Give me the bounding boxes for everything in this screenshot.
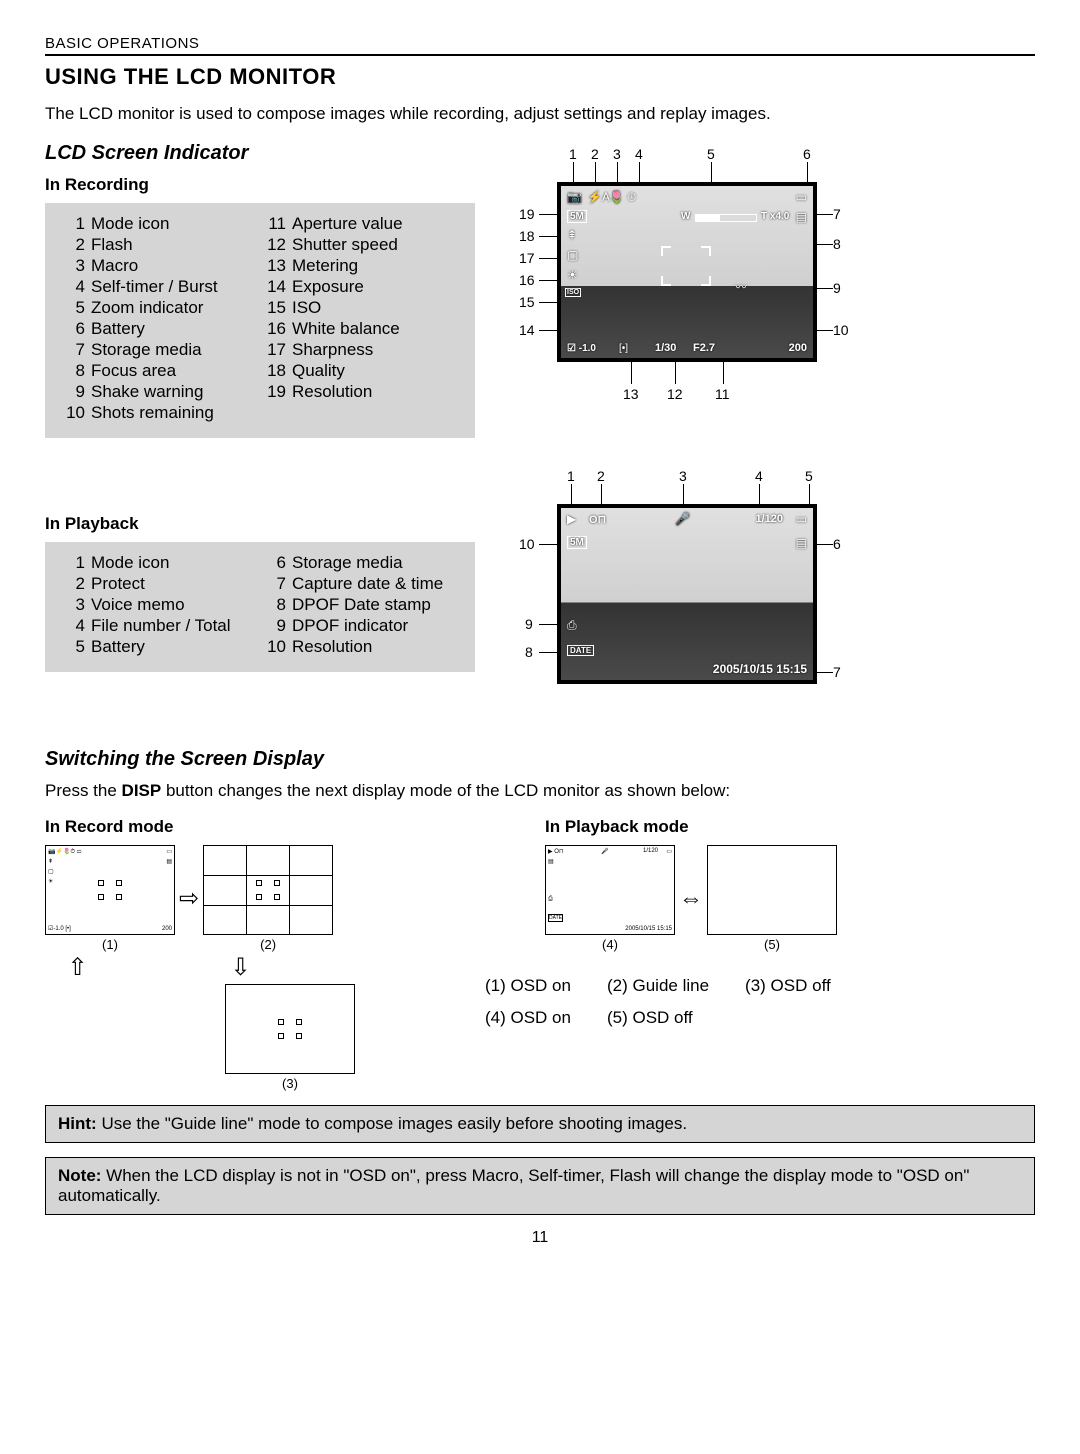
playback-lcd-screen: ▶ O⊓ 🎤 1/120 ▭ 5M ▤ ⎙ DATE 2005/10/15 15…	[557, 504, 817, 684]
arrow-right-icon: ⇨	[175, 884, 203, 913]
resolution-badge: 5M	[567, 210, 587, 223]
date-stamp: DATE	[567, 645, 594, 656]
battery-icon: ▭	[796, 190, 807, 204]
recording-lcd-screen: 📷 ⚡A 🌷 ⏱ W T x4.0 ▭ ▤ 5M ⇞ ▢ ☀ ISO	[557, 182, 817, 362]
list-item: 19Resolution	[260, 382, 461, 402]
list-item: 10Resolution	[260, 637, 461, 657]
wb-icon: ☀	[567, 268, 578, 282]
indicator-heading: LCD Screen Indicator	[45, 142, 475, 165]
list-item: 5Battery	[59, 637, 260, 657]
list-item: 7Storage media	[59, 340, 260, 360]
list-item: 17Sharpness	[260, 340, 461, 360]
arrow-up-icon: ⇧	[45, 956, 110, 980]
section-header: BASIC OPERATIONS	[45, 35, 1035, 56]
list-item: 2Flash	[59, 235, 260, 255]
list-item: 4File number / Total	[59, 616, 260, 636]
metering-icon: [•]	[619, 343, 628, 354]
list-item: 9Shake warning	[59, 382, 260, 402]
mini-osd-off	[225, 984, 355, 1074]
list-item: 1Mode icon	[59, 553, 260, 573]
recording-lcd-diagram: 1 2 3 4 5 6 19 18 17 16 15 14	[487, 142, 1035, 412]
list-item: 15ISO	[260, 298, 461, 318]
list-item: 4Self-timer / Burst	[59, 277, 260, 297]
list-item: 5Zoom indicator	[59, 298, 260, 318]
list-item: 1Mode icon	[59, 214, 260, 234]
storage-icon: ▤	[796, 536, 807, 550]
list-item: 18Quality	[260, 361, 461, 381]
battery-icon: ▭	[796, 512, 807, 526]
hint-box: Hint: Use the "Guide line" mode to compo…	[45, 1105, 1035, 1143]
list-item: 13Metering	[260, 256, 461, 276]
list-item: 16White balance	[260, 319, 461, 339]
camera-icon: 📷	[567, 190, 582, 204]
quality-icon: ⇞	[567, 228, 577, 242]
list-item: 8Focus area	[59, 361, 260, 381]
mini-guide-line	[203, 845, 333, 935]
record-mode-heading: In Record mode	[45, 817, 535, 837]
play-icon: ▶	[567, 512, 576, 526]
mini-pb-osd-off	[707, 845, 837, 935]
exposure-text: ☑ -1.0	[567, 343, 596, 354]
iso-badge: ISO	[565, 288, 581, 297]
list-item: 14Exposure	[260, 277, 461, 297]
playback-mode-heading: In Playback mode	[545, 817, 1035, 837]
resolution-badge: 5M	[567, 536, 587, 549]
protect-icon: O⊓	[589, 513, 606, 526]
mic-icon: 🎤	[675, 512, 690, 526]
list-item: 9DPOF indicator	[260, 616, 461, 636]
arrow-bidir-icon: ⇔	[675, 885, 707, 913]
recording-heading: In Recording	[45, 175, 475, 195]
playback-list: 1Mode icon2Protect3Voice memo4File numbe…	[45, 542, 475, 672]
flash-icon: ⚡A	[587, 190, 610, 204]
arrow-down-icon: ⇩	[208, 956, 273, 980]
switching-heading: Switching the Screen Display	[45, 748, 1035, 771]
list-item: 3Macro	[59, 256, 260, 276]
mini-pb-osd-on: ▶ O⊓ 🎤 1/120 ▭ ▤ ⎙ DATE 2005/10/15 15:15	[545, 845, 675, 935]
list-item: 2Protect	[59, 574, 260, 594]
shake-icon: 〰	[735, 278, 747, 295]
osd-legend: (1) OSD on (4) OSD on (2) Guide line (5)…	[485, 970, 1035, 1035]
list-item: 11Aperture value	[260, 214, 461, 234]
sharpness-icon: ▢	[567, 248, 578, 262]
list-item: 8DPOF Date stamp	[260, 595, 461, 615]
intro-text: The LCD monitor is used to compose image…	[45, 104, 1035, 124]
switching-intro: Press the DISP button changes the next d…	[45, 781, 1035, 801]
list-item: 12Shutter speed	[260, 235, 461, 255]
list-item: 6Storage media	[260, 553, 461, 573]
datetime-text: 2005/10/15 15:15	[713, 662, 807, 676]
page-number: 11	[45, 1229, 1035, 1247]
list-item: 6Battery	[59, 319, 260, 339]
mini-osd-on: 📷⚡🌷⏱ ▭ ▭ ▤ ⇞ ▢ ☀ ☑-1.0 [•] 200	[45, 845, 175, 935]
list-item: 7Capture date & time	[260, 574, 461, 594]
dpof-icon: ⎙	[567, 618, 577, 633]
playback-lcd-diagram: 1 2 3 4 5 10 9 8 6 7 ▶ O⊓	[487, 464, 1035, 724]
list-item: 3Voice memo	[59, 595, 260, 615]
playback-heading: In Playback	[45, 514, 475, 534]
note-box: Note: When the LCD display is not in "OS…	[45, 1157, 1035, 1215]
storage-icon: ▤	[796, 210, 807, 224]
recording-list: 1Mode icon2Flash3Macro4Self-timer / Burs…	[45, 203, 475, 438]
list-item: 10Shots remaining	[59, 403, 260, 423]
page-title: USING THE LCD MONITOR	[45, 64, 1035, 90]
timer-icon: ⏱	[627, 190, 636, 205]
macro-icon: 🌷	[609, 190, 624, 204]
